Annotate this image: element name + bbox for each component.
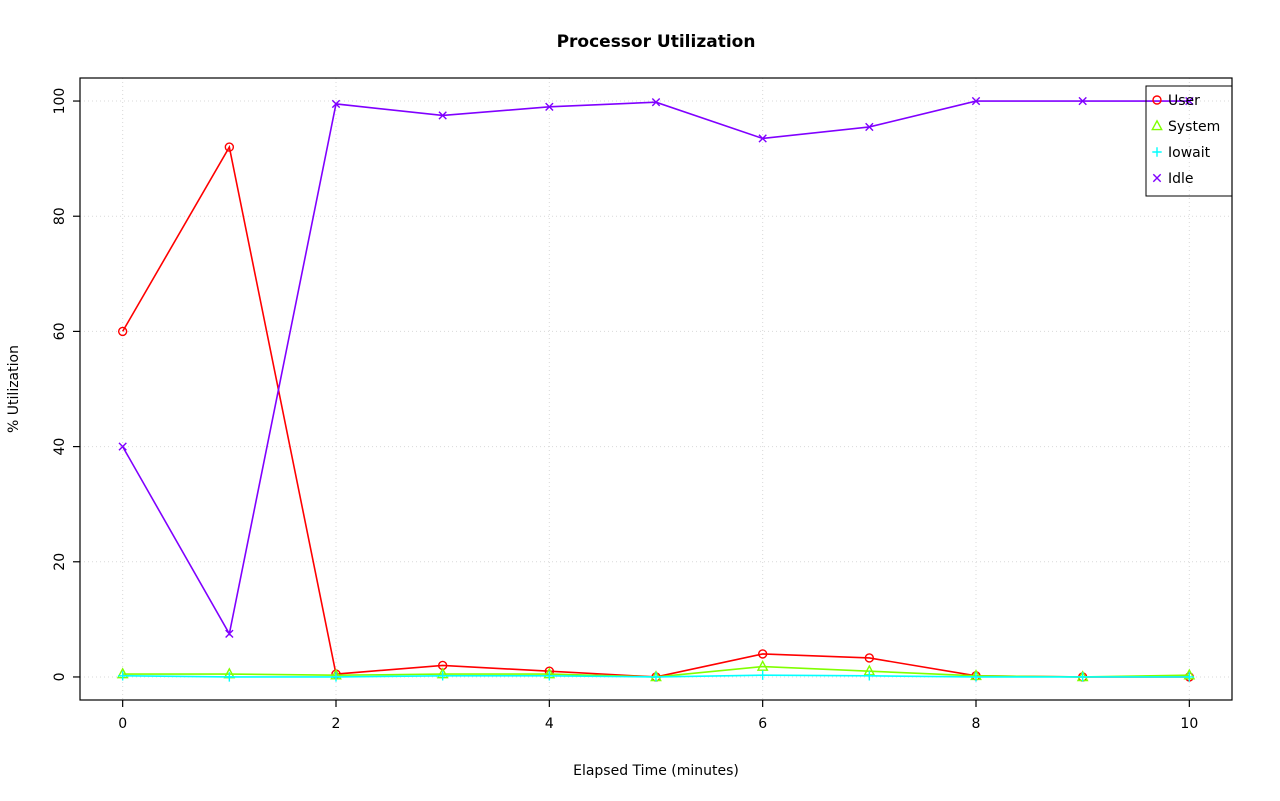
- y-tick-label: 0: [52, 673, 68, 682]
- x-axis-label: Elapsed Time (minutes): [573, 763, 739, 779]
- marker-x-idle: [1078, 96, 1087, 106]
- series-user: [117, 142, 1195, 682]
- marker-plus-iowait: [437, 671, 448, 681]
- series-line-user: [121, 144, 1190, 678]
- legend-marker-idle: [1152, 173, 1162, 183]
- marker-x-idle: [118, 442, 127, 451]
- marker-x-idle: [331, 99, 341, 109]
- marker-x-idle: [865, 122, 874, 132]
- marker-x-idle: [758, 134, 767, 143]
- marker-plus-iowait: [117, 671, 128, 681]
- y-axis-label: % Utilization: [6, 345, 22, 433]
- x-tick-label: 4: [545, 716, 554, 732]
- legend-marker-system: [1151, 119, 1163, 131]
- marker-x-idle: [971, 96, 981, 106]
- marker-plus-iowait: [224, 672, 235, 682]
- series-iowait: [117, 670, 1195, 682]
- marker-plus-iowait: [757, 670, 768, 680]
- legend-border: [1145, 85, 1233, 197]
- marker-circle-user: [224, 142, 235, 152]
- marker-plus-iowait: [651, 672, 661, 682]
- marker-plus-iowait: [864, 671, 875, 681]
- x-tick-label: 2: [332, 716, 341, 732]
- y-tick-label: 100: [52, 88, 68, 115]
- x-tick-label: 6: [758, 716, 767, 732]
- marker-triangle-system: [756, 659, 769, 671]
- series-idle: [118, 96, 1194, 638]
- marker-x-idle: [545, 102, 554, 111]
- marker-plus-iowait: [544, 671, 555, 681]
- x-tick-label: 10: [1180, 716, 1198, 732]
- chart-title: Processor Utilization: [556, 32, 756, 52]
- legend-label-user: User: [1168, 93, 1200, 109]
- plot-border: [79, 77, 1233, 701]
- marker-x-idle: [225, 629, 234, 638]
- marker-circle-user: [757, 649, 768, 659]
- marker-plus-iowait: [1077, 672, 1088, 682]
- y-tick-label: 20: [52, 553, 68, 571]
- marker-x-idle: [651, 97, 661, 107]
- legend: User System Iowait Idle: [1145, 85, 1233, 197]
- legend-label-system: System: [1168, 119, 1220, 135]
- legend-label-iowait: Iowait: [1168, 145, 1211, 161]
- marker-x-idle: [1185, 96, 1194, 106]
- legend-label-idle: Idle: [1168, 171, 1194, 187]
- y-tick-label: 80: [52, 207, 68, 225]
- series-line-idle: [121, 100, 1190, 637]
- marker-circle-user: [864, 653, 875, 663]
- marker-plus-iowait: [971, 672, 981, 682]
- marker-circle-user: [117, 326, 128, 337]
- marker-plus-iowait: [331, 672, 341, 682]
- x-tick-label: 0: [118, 716, 127, 732]
- y-tick-label: 60: [52, 322, 68, 340]
- marker-x-idle: [438, 111, 447, 120]
- legend-marker-iowait: [1152, 147, 1162, 157]
- x-tick-label: 8: [972, 716, 981, 732]
- legend-marker-user: [1152, 95, 1162, 105]
- y-tick-label: 40: [52, 438, 68, 456]
- marker-plus-iowait: [1184, 672, 1195, 682]
